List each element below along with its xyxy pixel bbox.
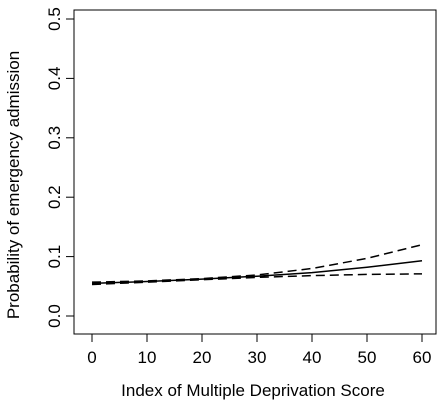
x-tick-label: 30 bbox=[248, 348, 267, 367]
y-axis-title: Probability of emergency admission bbox=[4, 51, 23, 319]
y-axis-title-group: Probability of emergency admission bbox=[4, 51, 23, 319]
estimate-line bbox=[91, 260, 423, 285]
y-tick-label: 0.1 bbox=[45, 245, 64, 269]
plot-frame bbox=[73, 9, 437, 335]
x-axis-title: Index of Multiple Deprivation Score bbox=[121, 381, 385, 400]
x-tick-label: 60 bbox=[413, 348, 432, 367]
y-tick-label: 0.2 bbox=[45, 185, 64, 209]
x-tick-label: 50 bbox=[358, 348, 377, 367]
y-tick-label: 0.0 bbox=[45, 304, 64, 328]
x-tick-label: 40 bbox=[303, 348, 322, 367]
x-tick-label: 10 bbox=[138, 348, 157, 367]
y-tick-label: 0.4 bbox=[45, 67, 64, 91]
x-tick-label: 0 bbox=[87, 348, 96, 367]
x-tick-label: 20 bbox=[193, 348, 212, 367]
y-tick-label: 0.5 bbox=[45, 7, 64, 31]
confidence-bound-line-2 bbox=[91, 273, 423, 286]
y-tick-label: 0.3 bbox=[45, 126, 64, 150]
